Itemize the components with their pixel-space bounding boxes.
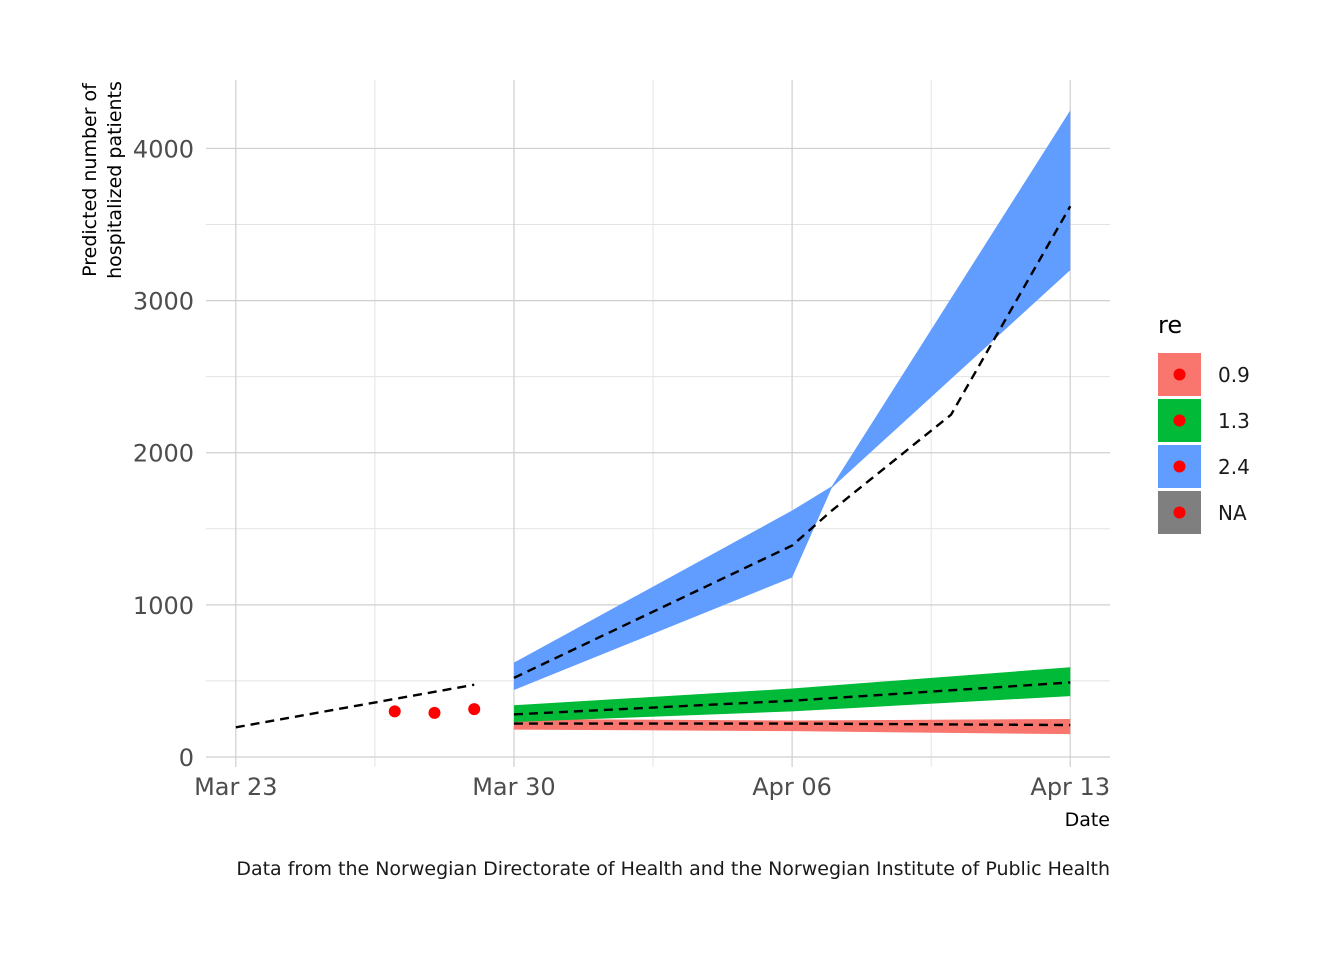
legend-key-2-4: [1158, 445, 1201, 488]
x-tick-label-1: Mar 30: [472, 773, 555, 801]
legend-key-NA: [1158, 491, 1201, 534]
grid-minor-lines: [206, 80, 1110, 757]
legend: re 0.9 1.3 2.4 NA: [1158, 311, 1250, 534]
x-tick-label-0: Mar 23: [194, 773, 277, 801]
legend-label-NA: NA: [1218, 501, 1247, 525]
observed-point-2: [468, 703, 481, 716]
y-tick-label-0: 0: [179, 744, 194, 772]
axis-ticks: [235, 757, 1071, 767]
median-line-re-1-3: [513, 681, 1071, 716]
legend-point-2-4: [1173, 460, 1186, 473]
y-tick-label-3: 3000: [133, 288, 194, 316]
median-line-re-0-9: [513, 722, 1071, 727]
y-tick-label-1: 1000: [133, 592, 194, 620]
observed-points: [388, 703, 481, 719]
legend-key-0-9: [1158, 353, 1201, 396]
y-axis-title-line2: hospitalized patients: [104, 81, 126, 279]
observed-point-0: [388, 705, 401, 718]
x-tick-labels: Mar 23 Mar 30 Apr 06 Apr 13: [194, 773, 1110, 801]
legend-point-1-3: [1173, 414, 1186, 427]
legend-label-2-4: 2.4: [1218, 455, 1250, 479]
y-tick-label-2: 2000: [133, 440, 194, 468]
observed-point-1: [428, 706, 441, 719]
legend-key-1-3: [1158, 399, 1201, 442]
y-axis-title-line1: Predicted number of: [79, 82, 101, 277]
y-tick-labels: 0 1000 2000 3000 4000: [133, 135, 194, 772]
x-tick-label-2: Apr 06: [752, 773, 832, 801]
caption: Data from the Norwegian Directorate of H…: [236, 858, 1110, 880]
y-tick-label-4: 4000: [133, 135, 194, 163]
legend-label-0-9: 0.9: [1218, 363, 1250, 387]
legend-point-NA: [1173, 506, 1186, 519]
x-axis-title: Date: [1065, 809, 1110, 831]
median-lines: [235, 205, 1072, 729]
legend-label-1-3: 1.3: [1218, 409, 1250, 433]
historical-trend-line: [235, 683, 475, 729]
legend-title: re: [1158, 311, 1182, 339]
band-re-2-4: [513, 110, 1071, 691]
legend-point-0-9: [1173, 368, 1186, 381]
x-tick-label-3: Apr 13: [1030, 773, 1110, 801]
grid-major-lines: [206, 80, 1110, 758]
y-axis-title: Predicted number of hospitalized patient…: [79, 81, 126, 279]
median-line-re-2-4: [513, 205, 1072, 679]
